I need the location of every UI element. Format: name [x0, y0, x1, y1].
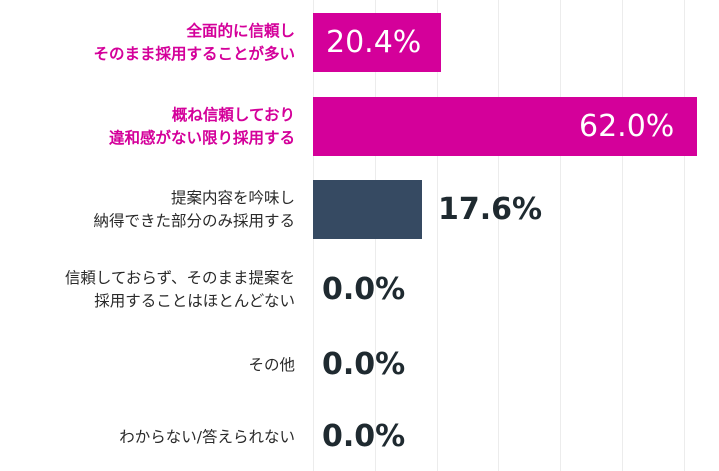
category-label: その他 — [0, 335, 295, 395]
bar-row: わからない/答えられない 0.0% — [0, 407, 719, 467]
bar-row: 全面的に信頼し そのまま採用することが多い 20.4% — [0, 13, 719, 73]
label-line2: 違和感がない限り採用する — [108, 129, 295, 147]
bar-row: 提案内容を吟味し 納得できた部分のみ採用する 17.6% — [0, 180, 719, 240]
category-label: 信頼しておらず、そのまま提案を 採用することはほとんどない — [0, 260, 295, 320]
value-label: 0.0% — [322, 347, 406, 382]
value-label: 0.0% — [322, 419, 406, 454]
gridline-60 — [684, 0, 685, 471]
category-label: 全面的に信頼し そのまま採用することが多い — [0, 13, 295, 73]
label-line2: 納得できた部分のみ採用する — [93, 212, 295, 230]
label-line1: 概ね信頼しており — [171, 106, 295, 124]
gridline-30 — [498, 0, 499, 471]
label-line2: そのまま採用することが多い — [93, 45, 295, 63]
label-line1: その他 — [248, 355, 295, 374]
value-label: 17.6% — [438, 192, 543, 227]
label-line2: 採用することはほとんどない — [94, 292, 295, 310]
category-label: 概ね信頼しており 違和感がない限り採用する — [0, 97, 295, 157]
bar — [313, 180, 422, 239]
bar-row: 信頼しておらず、そのまま提案を 採用することはほとんどない 0.0% — [0, 260, 719, 320]
gridline-40 — [560, 0, 561, 471]
bar-row: その他 0.0% — [0, 335, 719, 395]
bar-row: 概ね信頼しており 違和感がない限り採用する 62.0% — [0, 97, 719, 157]
bar — [313, 13, 441, 72]
category-label: わからない/答えられない — [0, 407, 295, 467]
bar — [313, 97, 697, 156]
value-label: 20.4% — [326, 25, 422, 60]
gridline-50 — [622, 0, 623, 471]
label-line1: 信頼しておらず、そのまま提案を — [64, 269, 295, 287]
label-line1: わからない/答えられない — [119, 427, 295, 446]
label-line1: 全面的に信頼し — [186, 22, 295, 40]
gridline-20 — [437, 0, 438, 471]
category-label: 提案内容を吟味し 納得できた部分のみ採用する — [0, 180, 295, 240]
label-line1: 提案内容を吟味し — [170, 189, 295, 207]
value-label: 0.0% — [322, 272, 406, 307]
value-label: 62.0% — [579, 109, 675, 144]
